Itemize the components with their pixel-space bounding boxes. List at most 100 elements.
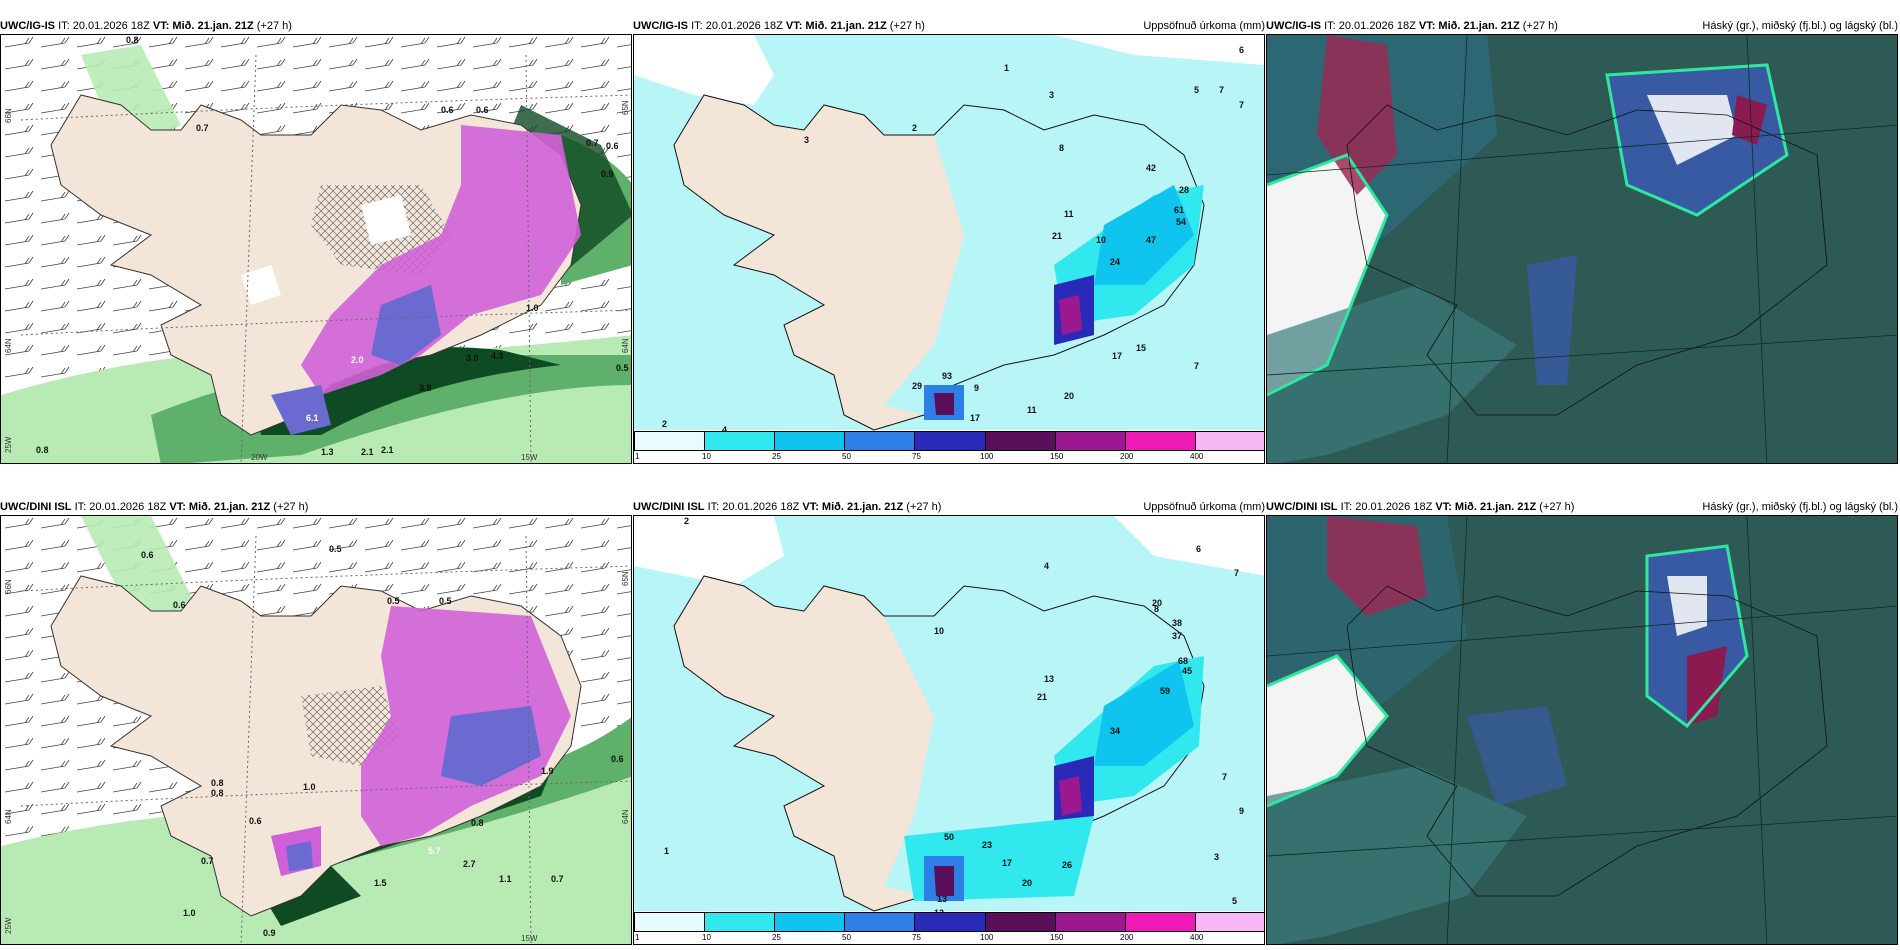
value-label: 38 xyxy=(1172,618,1183,628)
value-label: 20 xyxy=(1064,391,1075,401)
colorbar-ticks: 1 10 25 50 75 100 150 200 400 xyxy=(634,452,1264,463)
value-label: 21 xyxy=(1037,692,1048,702)
value-label: 34 xyxy=(1110,726,1121,736)
colorbar-tick: 400 xyxy=(1190,452,1204,461)
colorbar-swatch xyxy=(915,913,986,931)
value-label: 2.7 xyxy=(463,859,476,869)
value-label: 1 xyxy=(664,846,670,856)
map-svg xyxy=(1267,35,1897,463)
value-label: 0.5 xyxy=(439,596,452,606)
value-label: 2.1 xyxy=(361,447,374,457)
colorbar-swatch xyxy=(705,432,776,450)
value-label: 0.6 xyxy=(441,105,454,115)
colorbar-tick: 100 xyxy=(980,452,994,461)
map-frame[interactable]: 66N 64N 65N 64N 20W 15W 25W 0.8 0.6 0.6 … xyxy=(0,34,632,464)
axis-lat66: 66N xyxy=(4,579,13,594)
value-label: 0.6 xyxy=(249,816,262,826)
value-label: 1.5 xyxy=(374,878,387,888)
value-label: 68 xyxy=(1178,656,1189,666)
axis-lat-right2: 64N xyxy=(621,809,630,824)
value-label: 1.3 xyxy=(321,447,334,457)
value-label: 10 xyxy=(934,626,945,636)
colorbar-tick: 10 xyxy=(702,933,711,942)
panel-title: UWC/DINI ISL IT: 20.01.2026 18Z VT: Mið.… xyxy=(633,501,942,513)
value-label: 11 xyxy=(1064,209,1074,219)
value-label: 7 xyxy=(1222,772,1228,782)
value-label: 5 xyxy=(1194,85,1200,95)
value-label: 0.8 xyxy=(211,788,224,798)
precip-colorbar xyxy=(634,912,1264,932)
value-label: 3.8 xyxy=(419,383,432,393)
axis-lat-right2: 64N xyxy=(621,338,630,353)
value-label: 17 xyxy=(1112,351,1123,361)
value-label: 0.8 xyxy=(211,778,224,788)
map-frame[interactable]: 2 6 7 4 8 10 13 21 20 38 37 68 45 59 34 … xyxy=(633,515,1265,945)
value-label: 61 xyxy=(1174,205,1185,215)
cloud-title: Háský (gr.), miðský (fj.bl.) og lágský (… xyxy=(1702,501,1898,513)
panel-top-left-wind-snow: UWC/IG-IS IT: 20.01.2026 18Z VT: Mið. 21… xyxy=(0,18,632,464)
value-label: 47 xyxy=(1146,235,1157,245)
value-label: 0.7 xyxy=(551,874,564,884)
colorbar-swatch xyxy=(775,432,846,450)
colorbar-tick: 25 xyxy=(772,452,781,461)
map-svg xyxy=(634,516,1264,912)
value-label: 3 xyxy=(804,135,810,145)
value-label: 1.9 xyxy=(541,766,554,776)
value-label: 2.1 xyxy=(381,445,394,455)
value-label: 15 xyxy=(1136,343,1147,353)
panel-title: UWC/IG-IS IT: 20.01.2026 18Z VT: Mið. 21… xyxy=(1266,20,1558,32)
value-label: 21 xyxy=(1052,231,1063,241)
value-label: 0.9 xyxy=(263,928,276,938)
colorbar-swatch xyxy=(915,432,986,450)
value-label: 29 xyxy=(912,381,923,391)
value-label: 17 xyxy=(970,413,981,423)
value-label: 1.1 xyxy=(499,874,512,884)
value-label: 0.5 xyxy=(616,363,629,373)
value-label: 1.0 xyxy=(303,782,316,792)
value-label: 0.8 xyxy=(36,445,49,455)
value-label: 3 xyxy=(1049,90,1055,100)
panel-title: UWC/DINI ISL IT: 20.01.2026 18Z VT: Mið.… xyxy=(1266,501,1575,513)
map-frame[interactable] xyxy=(1266,34,1898,464)
colorbar-tick: 1 xyxy=(635,933,640,942)
value-label: 45 xyxy=(1182,666,1193,676)
value-label: 7 xyxy=(1194,361,1200,371)
map-frame[interactable] xyxy=(1266,515,1898,945)
value-label: 13 xyxy=(1044,674,1055,684)
value-label: 8 xyxy=(1059,143,1065,153)
colorbar-tick: 200 xyxy=(1120,933,1134,942)
value-label: 20 xyxy=(1152,598,1163,608)
precip-title: Uppsöfnuð úrkoma (mm) xyxy=(1143,20,1265,32)
value-label: 24 xyxy=(1110,257,1121,267)
value-label: 2.0 xyxy=(351,355,364,365)
colorbar-swatch xyxy=(775,913,846,931)
colorbar-swatch xyxy=(1125,432,1196,450)
axis-lon25: 25W xyxy=(4,917,13,934)
value-label: 0.7 xyxy=(586,138,599,148)
colorbar-swatch xyxy=(845,913,916,931)
axis-lon25: 25W xyxy=(4,436,13,453)
panel-bottom-left-wind-snow: UWC/DINI ISL IT: 20.01.2026 18Z VT: Mið.… xyxy=(0,499,632,945)
value-label: 4 xyxy=(722,425,728,435)
value-label: 17 xyxy=(1002,858,1013,868)
value-label: 7 xyxy=(1239,100,1245,110)
colorbar-tick: 1 xyxy=(635,452,640,461)
panel-bottom-right-clouds: UWC/DINI ISL IT: 20.01.2026 18Z VT: Mið.… xyxy=(1266,499,1898,945)
map-frame[interactable]: 1 6 5 7 7 3 2 8 11 21 10 42 28 61 54 47 … xyxy=(633,34,1265,464)
value-label: 59 xyxy=(1160,686,1171,696)
value-label: 0.6 xyxy=(173,600,186,610)
map-svg xyxy=(634,35,1264,431)
value-label: 11 xyxy=(1027,405,1037,415)
value-label: 0.8 xyxy=(126,35,139,45)
value-label: 0.6 xyxy=(606,141,619,151)
value-label: 28 xyxy=(1179,185,1190,195)
value-label: 3.0 xyxy=(466,353,479,363)
value-label: 0.5 xyxy=(329,544,342,554)
map-frame[interactable]: 66N 64N 65N 64N 15W 25W 0.5 0.6 0.5 0.6 … xyxy=(0,515,632,945)
value-label: 0.6 xyxy=(611,754,624,764)
value-label: 42 xyxy=(1146,163,1157,173)
colorbar-ticks: 1 10 25 50 75 100 150 200 400 xyxy=(634,933,1264,944)
colorbar-tick: 150 xyxy=(1050,452,1064,461)
value-label: 6.1 xyxy=(306,413,319,423)
value-label: 1 xyxy=(1004,63,1010,73)
